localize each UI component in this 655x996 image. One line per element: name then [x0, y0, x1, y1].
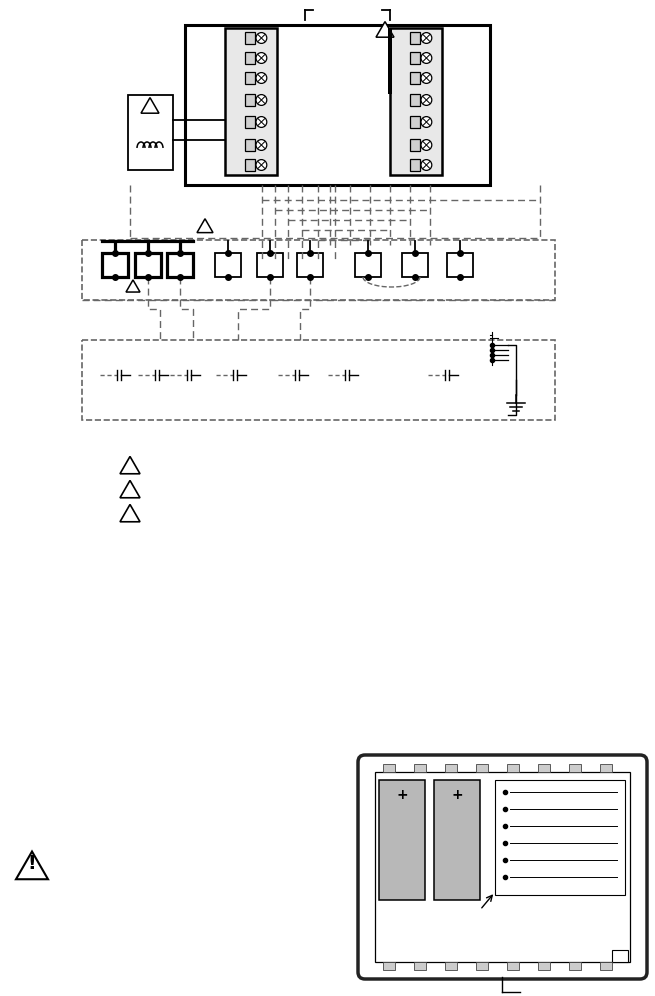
- Bar: [569, 764, 581, 772]
- Circle shape: [421, 53, 432, 64]
- Bar: [476, 962, 488, 970]
- Bar: [507, 764, 519, 772]
- Circle shape: [256, 139, 267, 150]
- Bar: [128, 95, 173, 170]
- Bar: [476, 764, 488, 772]
- Bar: [185, 25, 490, 185]
- Polygon shape: [126, 280, 140, 292]
- Bar: [538, 764, 550, 772]
- Bar: [355, 253, 381, 277]
- Bar: [410, 159, 420, 171]
- Circle shape: [421, 117, 432, 127]
- Bar: [82, 240, 555, 300]
- Bar: [410, 94, 420, 106]
- Bar: [102, 253, 128, 277]
- Bar: [410, 32, 420, 44]
- Circle shape: [256, 117, 267, 127]
- Text: +: +: [451, 788, 463, 802]
- Circle shape: [421, 95, 432, 106]
- Circle shape: [256, 53, 267, 64]
- Bar: [379, 780, 425, 900]
- Bar: [434, 780, 480, 900]
- Polygon shape: [120, 504, 140, 522]
- Bar: [215, 253, 241, 277]
- Bar: [612, 950, 628, 962]
- Polygon shape: [16, 852, 48, 879]
- Bar: [82, 340, 555, 420]
- Polygon shape: [120, 456, 140, 474]
- Bar: [447, 253, 473, 277]
- Bar: [245, 94, 255, 106]
- Bar: [383, 764, 395, 772]
- Bar: [297, 253, 323, 277]
- Text: !: !: [28, 855, 36, 873]
- Polygon shape: [197, 219, 213, 233]
- Bar: [245, 32, 255, 44]
- Bar: [410, 116, 420, 128]
- Bar: [414, 962, 426, 970]
- Bar: [375, 772, 630, 962]
- Circle shape: [421, 73, 432, 84]
- Text: +: +: [396, 788, 408, 802]
- Bar: [390, 28, 442, 175]
- Circle shape: [256, 73, 267, 84]
- Bar: [402, 253, 428, 277]
- Bar: [167, 253, 193, 277]
- FancyBboxPatch shape: [358, 755, 647, 979]
- Bar: [414, 764, 426, 772]
- Bar: [445, 962, 457, 970]
- Bar: [388, 28, 392, 95]
- Polygon shape: [120, 480, 140, 498]
- Circle shape: [421, 159, 432, 170]
- Bar: [383, 962, 395, 970]
- Bar: [495, 780, 625, 895]
- Circle shape: [256, 95, 267, 106]
- Bar: [600, 764, 612, 772]
- Bar: [225, 28, 277, 175]
- Bar: [135, 253, 161, 277]
- Circle shape: [256, 159, 267, 170]
- Bar: [410, 72, 420, 84]
- Bar: [445, 764, 457, 772]
- Bar: [245, 116, 255, 128]
- Bar: [245, 139, 255, 151]
- Polygon shape: [141, 98, 159, 114]
- Circle shape: [421, 33, 432, 44]
- Bar: [245, 159, 255, 171]
- Bar: [538, 962, 550, 970]
- Bar: [410, 52, 420, 64]
- Bar: [600, 962, 612, 970]
- Circle shape: [256, 33, 267, 44]
- Bar: [257, 253, 283, 277]
- Bar: [245, 52, 255, 64]
- Bar: [410, 139, 420, 151]
- Circle shape: [421, 139, 432, 150]
- Polygon shape: [376, 22, 394, 37]
- Bar: [569, 962, 581, 970]
- Bar: [245, 72, 255, 84]
- Bar: [507, 962, 519, 970]
